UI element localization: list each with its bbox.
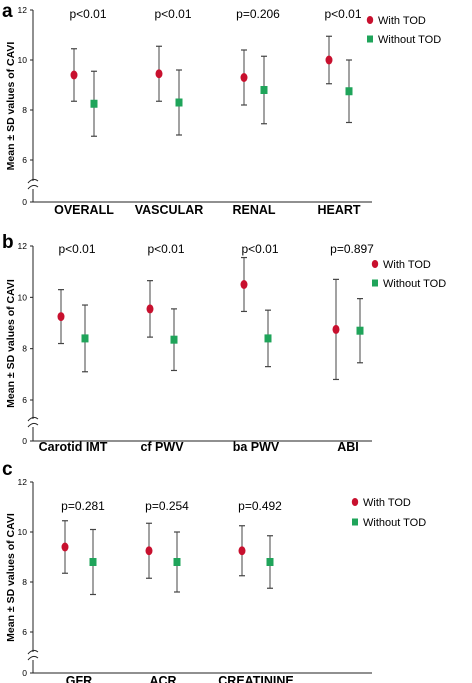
without-tod-point [264,334,272,343]
category-label: ba PWV [233,440,280,454]
y-tick-label: 0 [22,197,27,207]
legend-label: With TOD [383,259,431,271]
with-tod-point [332,324,340,334]
p-value-label: p=0.897 [330,242,374,256]
y-tick-label: 6 [22,627,27,637]
y-tick-label: 0 [22,668,27,678]
p-value-label: p=0.254 [145,499,189,513]
with-tod-point [70,70,78,80]
legend-label: With TOD [363,497,411,509]
with-tod-point [240,73,248,82]
panel-c: c Mean ± SD values of CAVI 0 6 8 10 12 GFR p=0.2… [2,459,426,683]
without-tod-point [81,334,89,343]
y-tick-label: 10 [18,527,28,537]
p-value-label: p<0.01 [241,242,278,256]
axis-break-mark [27,178,39,184]
without-tod-point [173,558,181,566]
legend-with-tod-marker [351,498,359,506]
p-value-label: p<0.01 [69,7,106,21]
panel-letter: c [2,459,13,480]
axis-break-mark [27,422,39,428]
axis-break-mark [27,655,39,661]
y-tick-label: 12 [18,5,28,15]
y-axis-label: Mean ± SD values of CAVI [5,42,17,171]
with-tod-point [238,546,246,556]
y-tick-label: 6 [22,155,27,165]
panel-b: b Mean ± SD values of CAVI 0 6 8 10 12 Carotid … [2,232,446,454]
without-tod-point [266,558,274,566]
legend-label: Without TOD [363,517,426,529]
p-value-label: p<0.01 [324,7,361,21]
category-label: cf PWV [140,440,184,454]
axis-break-mark [27,184,39,190]
without-tod-point [90,99,98,108]
without-tod-point [170,335,178,344]
without-tod-point [175,98,183,107]
category-label: HEART [317,203,360,217]
legend-with-tod-marker [371,260,379,268]
legend-label: With TOD [378,15,426,27]
category-label: OVERALL [54,203,114,217]
y-tick-label: 10 [18,55,28,65]
legend-without-tod-marker [372,279,378,287]
with-tod-point [61,542,69,552]
with-tod-point [145,546,153,556]
category-label: VASCULAR [135,203,204,217]
legend-with-tod-marker [366,16,374,24]
with-tod-point [57,312,65,322]
category-label: ACR [149,674,176,683]
y-tick-label: 6 [22,395,27,405]
panel-a: a Mean ± SD values of CAVI 0 6 8 10 12 OVERALL p… [2,1,441,217]
p-value-label: p<0.01 [147,242,184,256]
without-tod-point [345,87,353,96]
with-tod-point [146,304,154,314]
y-tick-label: 8 [22,577,27,587]
category-label: GFR [66,674,92,683]
p-value-label: p<0.01 [58,242,95,256]
p-value-label: p=0.492 [238,499,282,513]
category-label: ABI [337,440,359,454]
axis-break-mark [27,416,39,422]
category-label: CREATININE [218,674,293,683]
y-tick-label: 12 [18,477,28,487]
panel-letter: a [2,1,13,22]
legend-without-tod-marker [367,35,373,43]
panel-letter: b [2,232,14,253]
p-value-label: p<0.01 [154,7,191,21]
legend-label: Without TOD [378,34,441,46]
with-tod-point [325,55,333,65]
y-axis-label: Mean ± SD values of CAVI [5,279,17,408]
with-tod-point [155,69,163,79]
legend-label: Without TOD [383,278,446,290]
y-tick-label: 8 [22,344,27,354]
without-tod-point [89,558,97,566]
p-value-label: p=0.206 [236,7,280,21]
y-axis-label: Mean ± SD values of CAVI [5,513,17,642]
category-label: RENAL [232,203,275,217]
category-label: Carotid IMT [39,440,108,454]
y-tick-label: 12 [18,241,28,251]
axis-break-mark [27,649,39,655]
without-tod-point [356,326,364,335]
with-tod-point [240,280,248,289]
p-value-label: p=0.281 [61,499,105,513]
y-tick-label: 8 [22,105,27,115]
y-tick-label: 0 [22,436,27,446]
legend-without-tod-marker [352,518,358,526]
y-tick-label: 10 [18,292,28,302]
without-tod-point [260,86,268,94]
